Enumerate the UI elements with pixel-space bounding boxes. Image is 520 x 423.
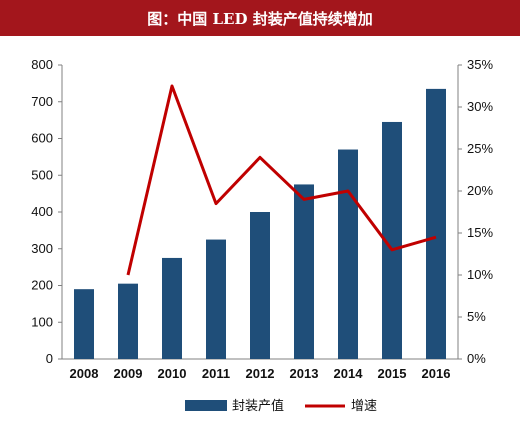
x-tick-label: 2008 <box>70 366 99 381</box>
bar-2009 <box>118 283 138 359</box>
x-tick-label: 2010 <box>158 366 187 381</box>
y-right-tick-label: 30% <box>467 99 493 114</box>
legend-swatch-bar <box>185 400 227 411</box>
y-left-tick-label: 500 <box>31 167 53 182</box>
x-tick-label: 2016 <box>422 366 451 381</box>
y-left-tick-label: 200 <box>31 278 53 293</box>
legend-label-line: 增速 <box>351 399 377 414</box>
x-tick-label: 2009 <box>114 366 143 381</box>
y-right-tick-label: 5% <box>467 309 486 324</box>
y-left-tick-label: 400 <box>31 204 53 219</box>
bar-2012 <box>250 212 270 359</box>
y-right-tick-label: 15% <box>467 225 493 240</box>
legend-label-bar: 封装产值 <box>232 398 284 414</box>
y-left-tick-label: 300 <box>31 241 53 256</box>
x-tick-label: 2013 <box>290 366 319 381</box>
x-tick-label: 2015 <box>378 366 407 381</box>
y-left-tick-label: 800 <box>31 57 53 72</box>
x-tick-label: 2011 <box>202 366 230 381</box>
bar-2016 <box>426 88 446 359</box>
y-left-tick-label: 100 <box>31 314 53 329</box>
y-right-tick-label: 0% <box>467 351 486 366</box>
bar-2015 <box>382 121 402 360</box>
y-right-tick-label: 25% <box>467 141 493 156</box>
bar-2014 <box>338 149 358 359</box>
y-right-tick-label: 35% <box>467 57 493 72</box>
chart-title: 图：中国 LED 封装产值持续增加 <box>0 0 520 36</box>
x-tick-label: 2014 <box>334 366 364 381</box>
growth-line <box>126 84 437 276</box>
bar-2011 <box>206 239 226 359</box>
bar-2010 <box>162 257 182 359</box>
y-right-tick-label: 10% <box>467 267 493 282</box>
bar-2008 <box>74 289 94 359</box>
y-left-tick-label: 600 <box>31 131 53 146</box>
x-tick-label: 2012 <box>246 366 275 381</box>
y-left-tick-label: 700 <box>31 94 53 109</box>
bar-2013 <box>294 184 314 359</box>
y-left-tick-label: 0 <box>46 351 53 366</box>
y-right-tick-label: 20% <box>467 183 493 198</box>
